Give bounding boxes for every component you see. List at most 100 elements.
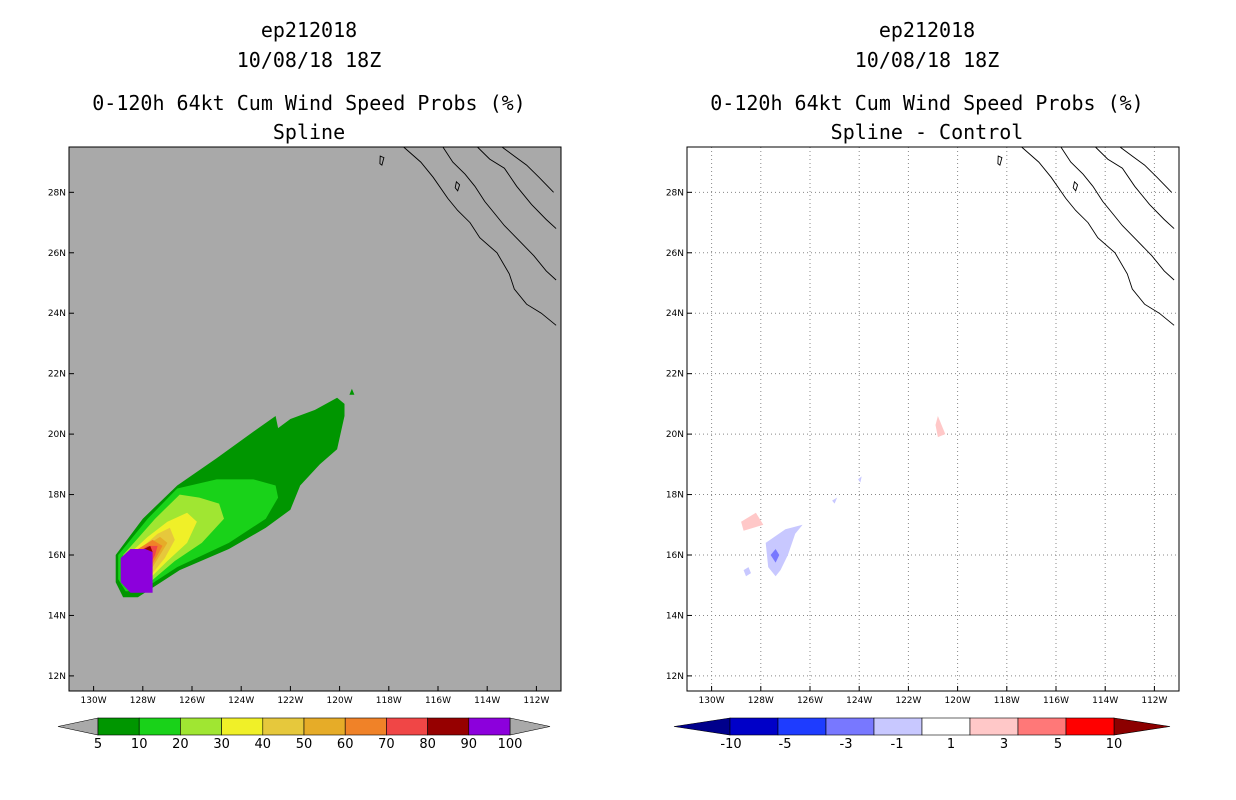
- colorbar-label: 60: [337, 737, 354, 752]
- coastline-segment: [403, 146, 557, 326]
- coastline-segment: [1095, 146, 1175, 229]
- contour-level--1: [743, 567, 751, 577]
- y-tick-label: 26N: [666, 249, 684, 259]
- colorbar-label: -10: [720, 737, 741, 752]
- colorbar-label: 1: [947, 737, 955, 752]
- colorbar-label: 10: [131, 737, 148, 752]
- colorbar-swatch: [427, 717, 470, 736]
- y-tick-label: 28N: [48, 188, 66, 198]
- colorbar-label: 90: [461, 737, 478, 752]
- colorbar-swatch: [344, 717, 387, 736]
- right-map-frame: [686, 146, 1180, 692]
- right-contours: [741, 416, 946, 577]
- colorbar-label: 80: [419, 737, 436, 752]
- x-tick-label: 124W: [228, 696, 254, 706]
- x-tick-label: 114W: [1092, 696, 1118, 706]
- y-tick-label: 22N: [666, 370, 684, 380]
- left-date-label: 10/08/18 18Z: [237, 48, 382, 72]
- x-tick-label: 128W: [130, 696, 156, 706]
- coastline-segment: [442, 146, 557, 281]
- coastline-segment: [1021, 146, 1175, 326]
- x-tick-label: 118W: [376, 696, 402, 706]
- y-tick-label: 20N: [48, 430, 66, 440]
- x-tick-label: 118W: [994, 696, 1020, 706]
- coastline-segment: [1072, 180, 1079, 192]
- y-tick-label: 14N: [666, 611, 684, 621]
- x-tick-label: 124W: [846, 696, 872, 706]
- right-chart-title: 0-120h 64kt Cum Wind Speed Probs (%): [710, 91, 1143, 115]
- colorbar-swatch: [221, 717, 264, 736]
- colorbar-over-triangle: [1113, 717, 1171, 736]
- right-date-label: 10/08/18 18Z: [855, 48, 1000, 72]
- left-panel: ep212018 10/08/18 18Z 0-120h 64kt Cum Wi…: [48, 18, 562, 752]
- colorbar-under-triangle: [673, 717, 731, 736]
- colorbar-label: 50: [296, 737, 313, 752]
- y-tick-label: 26N: [48, 249, 66, 259]
- y-tick-label: 24N: [48, 309, 66, 319]
- y-tick-label: 12N: [666, 672, 684, 682]
- y-tick-label: 18N: [48, 491, 66, 501]
- colorbar-swatch: [468, 717, 511, 736]
- y-tick-label: 16N: [666, 551, 684, 561]
- coastline-segment: [1119, 146, 1172, 193]
- x-tick-label: 120W: [327, 696, 353, 706]
- contour-level--1: [765, 524, 803, 577]
- left-storm-label: ep212018: [261, 18, 357, 42]
- colorbar-over-triangle: [509, 717, 551, 736]
- right-panel: ep212018 10/08/18 18Z 0-120h 64kt Cum Wi…: [666, 18, 1180, 752]
- y-tick-label: 22N: [48, 370, 66, 380]
- colorbar-label: 20: [172, 737, 189, 752]
- colorbar-swatch: [1017, 717, 1067, 736]
- contour-level-1: [935, 416, 946, 438]
- left-chart-subtitle: Spline: [273, 120, 345, 144]
- colorbar-swatch: [97, 717, 140, 736]
- x-tick-label: 116W: [1043, 696, 1069, 706]
- y-tick-label: 28N: [666, 188, 684, 198]
- x-tick-label: 114W: [474, 696, 500, 706]
- right-coastline: [997, 146, 1175, 326]
- x-tick-label: 120W: [945, 696, 971, 706]
- colorbar-label: 5: [94, 737, 102, 752]
- y-tick-label: 20N: [666, 430, 684, 440]
- colorbar-label: -1: [891, 737, 904, 752]
- x-tick-label: 112W: [1141, 696, 1167, 706]
- colorbar-label: 5: [1054, 737, 1062, 752]
- x-tick-label: 130W: [699, 696, 725, 706]
- colorbar-label: 30: [213, 737, 230, 752]
- colorbar-label: -3: [840, 737, 853, 752]
- x-tick-label: 122W: [895, 696, 921, 706]
- y-tick-label: 12N: [48, 672, 66, 682]
- coastline-segment: [477, 146, 557, 229]
- contour-level--1: [832, 497, 838, 504]
- right-gridlines: [687, 147, 1179, 691]
- y-tick-label: 18N: [666, 491, 684, 501]
- coastline-segment: [1060, 146, 1175, 281]
- colorbar-under-triangle: [57, 717, 99, 736]
- left-contours: [115, 388, 355, 598]
- coastline-segment: [454, 180, 461, 192]
- colorbar-swatch: [873, 717, 923, 736]
- x-tick-label: 122W: [277, 696, 303, 706]
- colorbar-swatch: [777, 717, 827, 736]
- colorbar-swatch: [386, 717, 428, 736]
- coastline-segment: [379, 155, 385, 166]
- left-coastline: [379, 146, 557, 326]
- colorbar-swatch: [138, 717, 181, 736]
- colorbar-label: 100: [498, 737, 523, 752]
- x-tick-label: 128W: [748, 696, 774, 706]
- right-map-background: [687, 147, 1179, 691]
- colorbar-swatch: [921, 717, 971, 736]
- colorbar-swatch: [303, 717, 346, 736]
- colorbar-label: 10: [1106, 737, 1123, 752]
- colorbar-label: 40: [255, 737, 272, 752]
- right-chart-subtitle: Spline - Control: [831, 120, 1024, 144]
- colorbar-swatch: [969, 717, 1019, 736]
- contour-level-5: [349, 388, 355, 395]
- y-tick-label: 16N: [48, 551, 66, 561]
- colorbar-label: 70: [378, 737, 395, 752]
- left-map-frame: [68, 146, 562, 692]
- x-tick-label: 112W: [523, 696, 549, 706]
- contour-level--3: [770, 549, 780, 563]
- left-colorbar: 5 10 20 30 40 50 60 70 80 90 100: [57, 717, 551, 752]
